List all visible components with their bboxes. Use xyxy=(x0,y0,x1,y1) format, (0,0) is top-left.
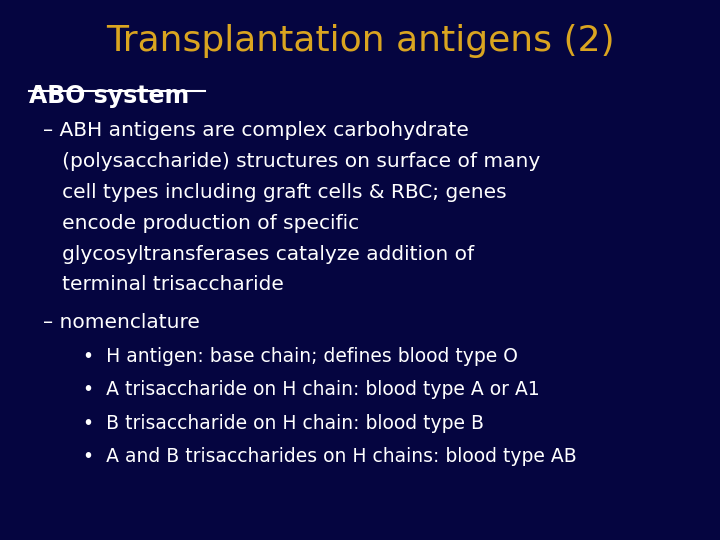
Text: cell types including graft cells & RBC; genes: cell types including graft cells & RBC; … xyxy=(43,183,507,202)
Text: encode production of specific: encode production of specific xyxy=(43,214,359,233)
Text: ABO system: ABO system xyxy=(29,84,189,107)
Text: •  H antigen: base chain; defines blood type O: • H antigen: base chain; defines blood t… xyxy=(83,347,518,366)
Text: glycosyltransferases catalyze addition of: glycosyltransferases catalyze addition o… xyxy=(43,245,474,264)
Text: Transplantation antigens (2): Transplantation antigens (2) xyxy=(106,24,614,58)
Text: (polysaccharide) structures on surface of many: (polysaccharide) structures on surface o… xyxy=(43,152,541,171)
Text: •  A and B trisaccharides on H chains: blood type AB: • A and B trisaccharides on H chains: bl… xyxy=(83,447,577,466)
Text: •  B trisaccharide on H chain: blood type B: • B trisaccharide on H chain: blood type… xyxy=(83,414,484,433)
Text: – ABH antigens are complex carbohydrate: – ABH antigens are complex carbohydrate xyxy=(43,122,469,140)
Text: – nomenclature: – nomenclature xyxy=(43,313,200,332)
Text: •  A trisaccharide on H chain: blood type A or A1: • A trisaccharide on H chain: blood type… xyxy=(83,380,539,399)
Text: terminal trisaccharide: terminal trisaccharide xyxy=(43,275,284,294)
